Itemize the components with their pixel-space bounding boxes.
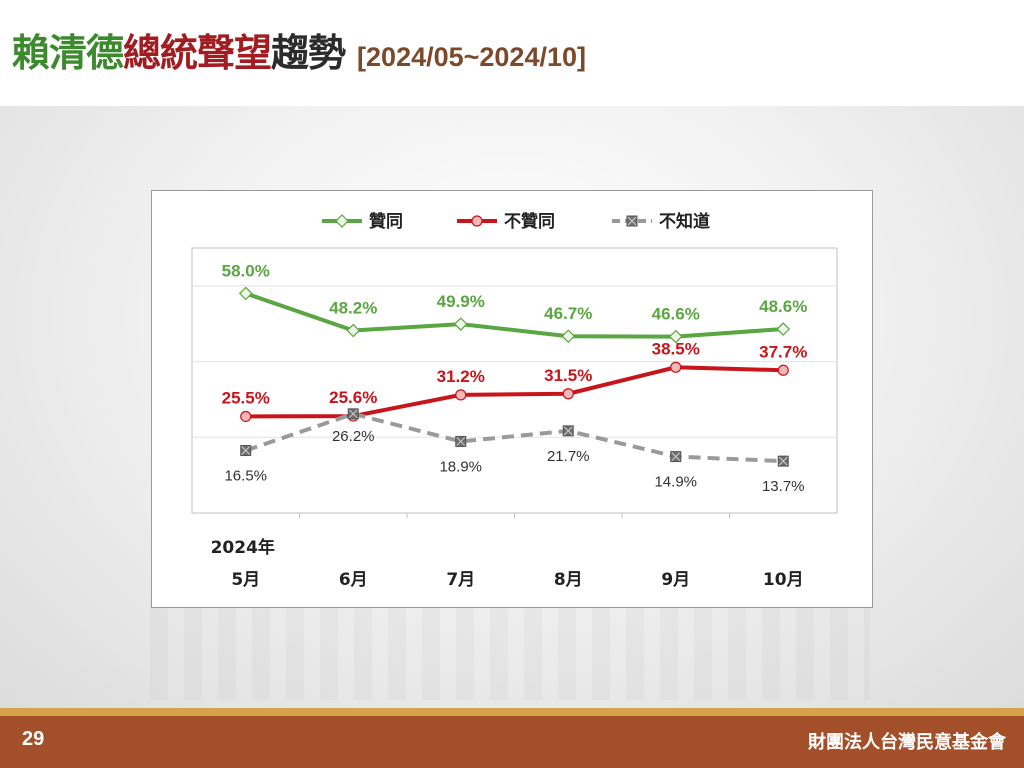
series-line-2 <box>245 365 784 419</box>
data-label: 37.7% <box>759 342 807 361</box>
data-point <box>670 361 682 373</box>
data-label: 16.5% <box>224 468 267 485</box>
data-point <box>455 389 467 401</box>
chart-container: 5月 6月 7月 8月 9月 10月 2024年 贊同 不贊同 不知道 58.0% 48.2% 49.9… <box>151 190 873 608</box>
organization-name: 財團法人台灣民意基金會 <box>808 732 1006 753</box>
legend-marker <box>335 214 349 228</box>
x-tick-label: 6月 <box>339 570 368 590</box>
data-point-cross <box>241 446 251 455</box>
data-label: 58.0% <box>222 261 270 280</box>
data-label: 31.5% <box>544 366 592 385</box>
data-point <box>668 329 683 344</box>
legend-label: 不知道 <box>659 211 710 232</box>
title-segment-trend: 趨勢 <box>271 31 346 75</box>
data-point <box>240 410 252 423</box>
data-point-cross <box>671 452 681 461</box>
legend-label: 不贊同 <box>504 211 555 232</box>
data-label: 48.2% <box>329 299 377 318</box>
x-tick-label: 8月 <box>554 570 583 590</box>
x-tick-label: 5月 <box>231 570 260 590</box>
year-label: 2024年 <box>211 537 275 558</box>
title-date-range: [2024/05~2024/10] <box>357 42 586 72</box>
legend-label: 贊同 <box>369 211 403 232</box>
data-label: 38.5% <box>652 339 700 358</box>
data-point-cross <box>348 409 358 419</box>
data-label: 46.7% <box>544 304 592 323</box>
data-label: 46.6% <box>652 305 700 324</box>
line-chart: 5月 6月 7月 8月 9月 10月 2024年 贊同 不贊同 不知道 58.0% 48.2% 49.9… <box>191 211 838 590</box>
data-label: 25.6% <box>329 388 377 407</box>
data-point <box>776 322 791 336</box>
data-point-cross <box>456 437 466 446</box>
title-segment-name: 賴清德 <box>12 31 124 75</box>
plot-area-border <box>191 247 838 514</box>
data-point-cross <box>778 456 788 466</box>
series-line-3 <box>245 411 784 464</box>
data-label: 31.2% <box>437 367 485 386</box>
data-point <box>238 286 253 301</box>
data-label: 14.9% <box>654 474 697 491</box>
data-point <box>562 388 574 400</box>
data-label: 25.5% <box>222 388 270 407</box>
data-label: 26.2% <box>332 428 375 445</box>
data-label: 48.6% <box>759 297 807 316</box>
legend-marker-cross <box>627 216 637 226</box>
data-point <box>346 323 361 338</box>
page-number: 29 <box>22 728 45 750</box>
x-tick-label: 9月 <box>661 570 690 590</box>
footer-accent-line <box>0 708 1024 716</box>
title-segment-approval: 總統聲望 <box>123 31 272 75</box>
page-title: 賴清德 總統聲望 趨勢 [2024/05~2024/10] <box>12 22 586 82</box>
data-label: 13.7% <box>762 478 805 495</box>
crowd-silhouette-decoration <box>150 600 870 700</box>
data-point-cross <box>563 426 573 436</box>
data-point <box>777 364 789 376</box>
series-line-1 <box>245 291 784 339</box>
data-point <box>561 329 576 344</box>
data-label: 49.9% <box>437 292 485 311</box>
x-tick-label: 10月 <box>763 570 804 590</box>
data-label: 18.9% <box>439 458 482 475</box>
legend-marker <box>471 215 483 227</box>
data-point <box>453 317 468 331</box>
x-tick-label: 7月 <box>446 570 475 590</box>
data-label: 21.7% <box>547 448 590 465</box>
footer-bar: 29 財團法人台灣民意基金會 <box>0 716 1024 768</box>
